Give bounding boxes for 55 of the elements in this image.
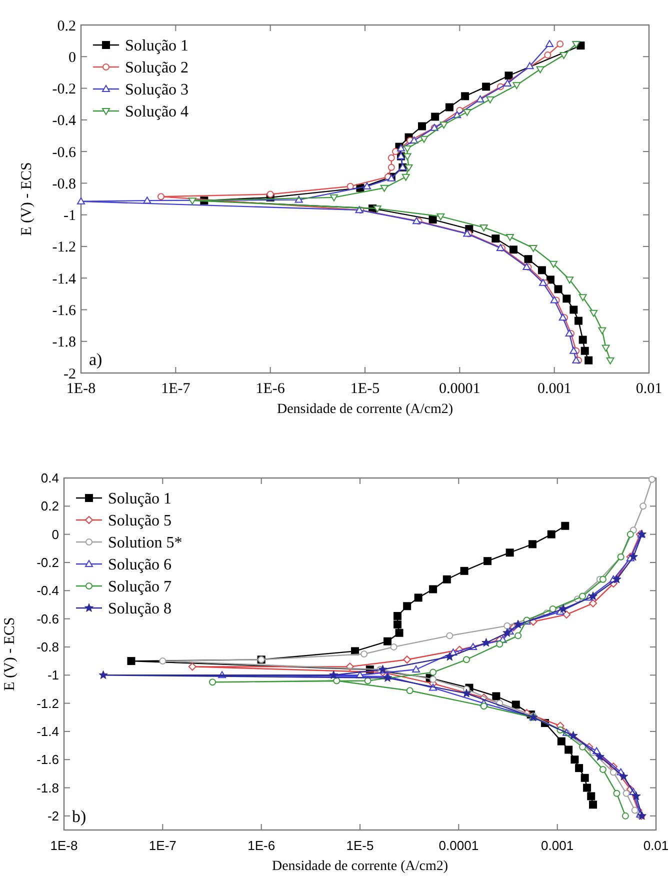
y-tick-label: -1.8 — [36, 780, 59, 796]
legend-label: Solution 5* — [108, 534, 182, 552]
y-tick-label: -1 — [64, 208, 76, 224]
x-tick-label: 1E-8 — [66, 381, 96, 397]
y-tick-label: -0.4 — [36, 583, 59, 598]
x-tick-label: 0.0001 — [438, 838, 479, 853]
y-tick-label: 0 — [52, 526, 59, 542]
x-tick-label: 0.01 — [636, 381, 662, 397]
legend-label: Solução 1 — [125, 38, 189, 55]
y-axis-title: E (V) - ECS — [2, 617, 18, 691]
annotation: a) — [89, 350, 102, 369]
y-tick-label: -1.6 — [36, 752, 59, 768]
x-axis-title: Densidade de corrente (A/cm2) — [276, 402, 454, 417]
legend-label: Solução 6 — [108, 556, 172, 574]
y-tick-label: -0.8 — [36, 640, 59, 655]
x-tick-label: 0.001 — [537, 381, 572, 397]
y-tick-label: -0.6 — [52, 144, 76, 161]
x-tick-label: 0.01 — [643, 838, 669, 853]
y-tick-label: -1.2 — [52, 240, 76, 256]
x-tick-label: 1E-8 — [50, 838, 78, 853]
y-tick-label: -0.4 — [52, 113, 76, 130]
annotation: b) — [72, 807, 86, 826]
y-tick-label: -1.2 — [36, 696, 59, 711]
legend-label: Solução 8 — [108, 600, 172, 618]
y-tick-label: 0.4 — [40, 470, 59, 486]
y-tick-label: -0.2 — [36, 555, 59, 570]
y-tick-label: 0 — [68, 50, 76, 66]
legend-label: Solução 1 — [108, 490, 172, 508]
y-tick-label: -2 — [47, 808, 59, 824]
x-tick-label: 0.0001 — [439, 381, 480, 397]
legend-label: Solução 5 — [108, 512, 172, 530]
x-tick-label: 1E-7 — [161, 381, 191, 397]
x-tick-label: 1E-7 — [148, 838, 176, 853]
y-tick-label: -1 — [47, 668, 59, 683]
x-tick-label: 1E-5 — [346, 838, 374, 853]
y-tick-label: -1.6 — [52, 302, 76, 319]
y-tick-label: -0.6 — [36, 611, 59, 626]
y-axis-title: E (V) - ECS — [19, 162, 35, 236]
y-tick-label: -0.8 — [52, 176, 76, 192]
y-tick-label: -2 — [64, 366, 76, 382]
x-tick-label: 1E-6 — [256, 381, 286, 397]
x-tick-label: 1E-5 — [350, 381, 380, 397]
y-tick-label: -1.4 — [52, 271, 76, 288]
y-tick-label: -0.2 — [52, 82, 76, 98]
legend-label: Solução 4 — [125, 104, 189, 121]
x-tick-label: 0.001 — [541, 838, 574, 853]
x-axis-title: Densidade de corrente (A/cm2) — [272, 859, 448, 874]
y-tick-label: -1.4 — [36, 724, 59, 739]
y-tick-label: -1.8 — [52, 334, 76, 351]
legend-label: Solução 2 — [125, 60, 189, 77]
legend-label: Solução 7 — [108, 578, 172, 596]
legend-label: Solução 3 — [125, 82, 189, 99]
x-tick-label: 1E-6 — [248, 838, 276, 853]
y-tick-label: 0.2 — [57, 18, 76, 34]
y-tick-label: 0.2 — [40, 498, 59, 514]
